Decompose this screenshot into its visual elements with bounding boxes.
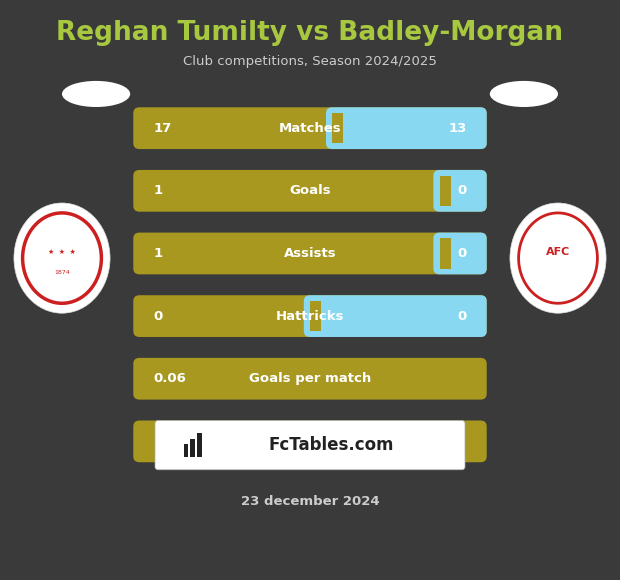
- Text: FcTables.com: FcTables.com: [269, 436, 394, 454]
- Text: Assists: Assists: [284, 247, 336, 260]
- Text: ★  ★  ★: ★ ★ ★: [48, 249, 76, 255]
- Bar: [190, 439, 195, 457]
- Text: Hattricks: Hattricks: [276, 310, 344, 322]
- FancyBboxPatch shape: [133, 107, 487, 149]
- Text: 0: 0: [458, 184, 467, 197]
- FancyBboxPatch shape: [304, 295, 487, 337]
- FancyBboxPatch shape: [133, 420, 487, 462]
- FancyBboxPatch shape: [133, 233, 487, 274]
- FancyBboxPatch shape: [433, 170, 487, 212]
- FancyBboxPatch shape: [133, 170, 487, 212]
- Ellipse shape: [490, 81, 558, 107]
- FancyBboxPatch shape: [133, 358, 487, 400]
- Bar: [197, 433, 202, 457]
- FancyBboxPatch shape: [326, 107, 487, 149]
- FancyBboxPatch shape: [133, 295, 487, 337]
- Bar: [440, 238, 451, 269]
- Bar: [184, 444, 188, 457]
- Ellipse shape: [518, 213, 598, 303]
- Ellipse shape: [22, 213, 102, 303]
- Text: Goals per match: Goals per match: [249, 372, 371, 385]
- Bar: [310, 301, 321, 331]
- FancyBboxPatch shape: [155, 420, 465, 470]
- Text: Goals: Goals: [289, 184, 331, 197]
- Bar: [332, 113, 343, 143]
- FancyBboxPatch shape: [433, 233, 487, 274]
- Text: 13: 13: [448, 122, 467, 135]
- Ellipse shape: [14, 203, 110, 313]
- Ellipse shape: [62, 81, 130, 107]
- Text: 0: 0: [153, 310, 162, 322]
- Text: 1714: 1714: [153, 435, 190, 448]
- Text: Reghan Tumilty vs Badley-Morgan: Reghan Tumilty vs Badley-Morgan: [56, 20, 564, 46]
- Text: 0: 0: [458, 247, 467, 260]
- Text: 1874: 1874: [54, 270, 70, 275]
- Text: Club competitions, Season 2024/2025: Club competitions, Season 2024/2025: [183, 55, 437, 68]
- Text: 17: 17: [153, 122, 171, 135]
- Text: Matches: Matches: [278, 122, 342, 135]
- Text: 1: 1: [153, 247, 162, 260]
- Text: Min per goal: Min per goal: [263, 435, 357, 448]
- Text: 23 december 2024: 23 december 2024: [241, 495, 379, 508]
- Text: 0.06: 0.06: [153, 372, 186, 385]
- Ellipse shape: [510, 203, 606, 313]
- Text: AFC: AFC: [546, 247, 570, 258]
- Bar: [440, 176, 451, 206]
- Text: 0: 0: [458, 310, 467, 322]
- Text: 1: 1: [153, 184, 162, 197]
